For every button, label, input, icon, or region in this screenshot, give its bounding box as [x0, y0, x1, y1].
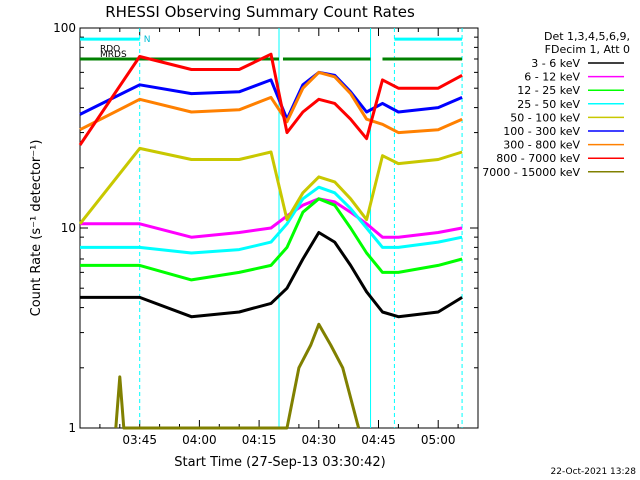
series-line [114, 322, 361, 430]
series-line [80, 197, 463, 239]
y-tick-label: 1 [68, 421, 76, 435]
legend-entry-label: 12 - 25 keV [517, 84, 580, 97]
legend-header-line-2: FDecim 1, Att 0 [545, 43, 630, 56]
legend-entry-label: 50 - 100 keV [510, 111, 580, 124]
x-tick-label: 04:00 [182, 433, 217, 447]
legend-entry-label: 300 - 800 keV [503, 139, 580, 152]
series-line [79, 70, 463, 121]
x-tick-label: 04:15 [242, 433, 277, 447]
flag-label: N [144, 35, 151, 45]
series-line [79, 70, 463, 135]
x-tick-label: 04:45 [361, 433, 396, 447]
y-tick-label: 10 [61, 221, 76, 235]
series-line [78, 52, 463, 146]
flag-label: RDO [100, 44, 120, 54]
legend-entry-label: 800 - 7000 keV [496, 152, 580, 165]
legend-entry-label: 100 - 300 keV [503, 125, 580, 138]
flag-label: MRDS [100, 50, 127, 60]
series-layer [78, 52, 463, 430]
x-axis: 03:45 04:00 04:15 04:30 04:45 05:00 [79, 28, 479, 447]
legend: Det 1,3,4,5,6,9, FDecim 1, Att 0 3 - 6 k… [482, 30, 630, 179]
series-line [80, 231, 463, 319]
y-axis-label: Count Rate (s⁻¹ detector⁻¹) [29, 140, 44, 317]
x-tick-label: 05:00 [421, 433, 456, 447]
legend-entry-label: 7000 - 15000 keV [482, 166, 580, 179]
legend-entry-label: 6 - 12 keV [524, 71, 580, 84]
legend-entry-label: 25 - 50 keV [517, 98, 580, 111]
chart-title: RHESSI Observing Summary Count Rates [105, 3, 415, 21]
x-tick-label: 03:45 [122, 433, 157, 447]
legend-entry-label: 3 - 6 keV [531, 57, 580, 70]
legend-header-line-1: Det 1,3,4,5,6,9, [544, 30, 630, 43]
series-line [78, 146, 463, 225]
x-axis-label: Start Time (27-Sep-13 03:30:42) [174, 455, 385, 470]
y-tick-label: 100 [53, 21, 76, 35]
y-axis: 1 10 100 [53, 21, 478, 435]
series-line [80, 185, 463, 255]
x-tick-label: 04:30 [302, 433, 337, 447]
series-line [80, 197, 463, 282]
generated-date: 22-Oct-2021 13:28 [551, 467, 637, 477]
